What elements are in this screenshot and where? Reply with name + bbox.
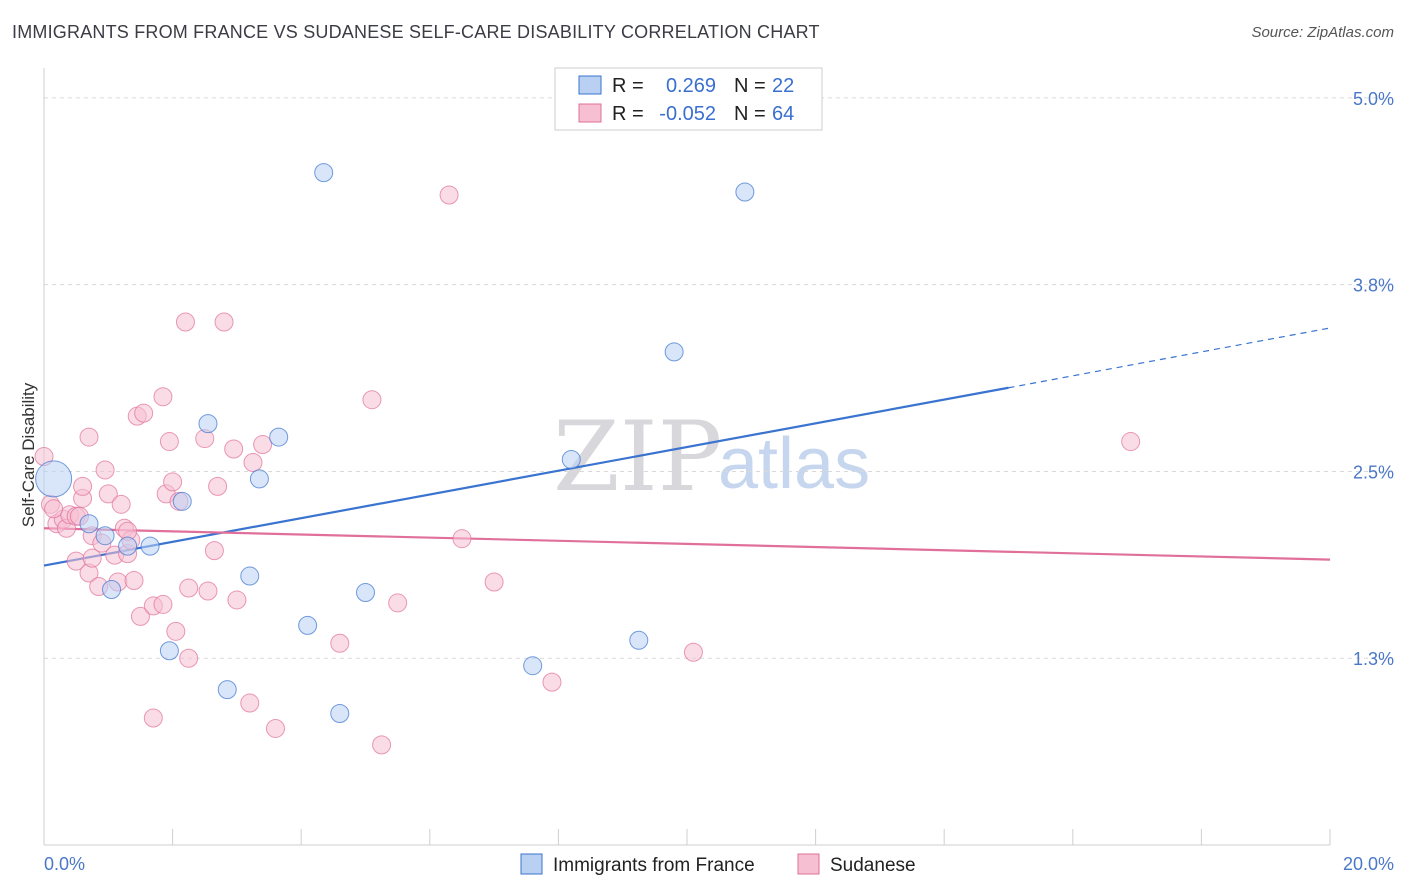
sudanese-point	[175, 312, 195, 332]
sudanese-point	[111, 494, 131, 514]
legend-r-value-blue: 0.269	[666, 75, 716, 97]
axes: 1.3% 2.5% 3.8% 5.0%	[43, 68, 1394, 846]
x-tick-label-min: 0.0%	[44, 854, 85, 874]
sudanese-point	[214, 312, 234, 332]
source-label: Source: ZipAtlas.com	[1251, 24, 1394, 41]
series-legend: Immigrants from France Sudanese	[520, 853, 916, 876]
sudanese-point	[153, 594, 173, 614]
france-point	[330, 704, 350, 724]
sudanese-point	[1121, 432, 1141, 452]
sudanese-point	[265, 718, 285, 738]
france-point	[140, 536, 160, 556]
sudanese-point	[362, 390, 382, 410]
sudanese-point	[208, 476, 228, 496]
france-point	[118, 536, 138, 556]
sudanese-point	[79, 427, 99, 447]
data-points	[34, 163, 1141, 755]
legend-swatch-pink	[578, 103, 602, 123]
legend-swatch-blue	[578, 75, 602, 95]
france-point	[356, 582, 375, 602]
france-point	[102, 579, 122, 599]
y-tick-label: 1.3%	[1353, 649, 1394, 669]
sudanese-point	[243, 452, 263, 472]
france-point	[159, 641, 179, 661]
chart-title: IMMIGRANTS FROM FRANCE VS SUDANESE SELF-…	[12, 22, 820, 42]
sudanese-point	[439, 185, 459, 205]
france-point	[735, 182, 755, 202]
sudanese-point	[163, 472, 183, 492]
sudanese-point	[73, 476, 93, 496]
legend-bottom-swatch-sudanese	[797, 853, 820, 875]
legend-r-label-pink: R =	[612, 103, 644, 125]
y-tick-label: 3.8%	[1353, 276, 1394, 296]
sudanese-point	[143, 708, 163, 728]
legend-bottom-swatch-france	[520, 853, 543, 875]
sudanese-point	[153, 387, 173, 407]
france-point	[561, 449, 581, 469]
y-axis-title: Self-Care Disability	[19, 382, 38, 527]
france-point	[198, 414, 218, 434]
france-point	[172, 491, 192, 511]
sudanese-point	[82, 548, 102, 568]
france-point	[35, 460, 73, 498]
legend-bottom-label-france: Immigrants from France	[553, 855, 755, 876]
stats-legend: R = 0.269 N = 22 R = -0.052 N = 64	[554, 67, 823, 131]
france-point	[217, 680, 237, 700]
sudanese-point	[166, 621, 186, 641]
y-tick-label: 2.5%	[1353, 462, 1394, 482]
legend-r-value-pink: -0.052	[659, 103, 716, 125]
x-tick-label-max: 20.0%	[1343, 854, 1394, 874]
sudanese-point	[683, 642, 703, 662]
legend-r-label-blue: R =	[612, 75, 644, 97]
france-point	[95, 526, 115, 546]
sudanese-point	[253, 435, 273, 455]
sudanese-point	[330, 633, 350, 653]
sudanese-point	[204, 541, 224, 561]
france-point	[523, 656, 543, 676]
sudanese-point	[484, 572, 504, 592]
france-point	[629, 630, 649, 650]
sudanese-point	[134, 403, 154, 423]
france-point	[314, 163, 334, 183]
france-point	[664, 342, 684, 362]
legend-n-label-blue: N =	[734, 75, 766, 97]
sudanese-point	[179, 648, 199, 668]
trend-lines	[43, 327, 1331, 567]
france-trend-line	[43, 386, 1009, 567]
legend-n-label-pink: N =	[734, 103, 766, 125]
sudanese-point	[224, 439, 244, 459]
sudanese-point	[95, 460, 115, 480]
sudanese-point	[542, 672, 562, 692]
france-trend-extension	[1008, 327, 1331, 389]
sudanese-trend-line	[43, 527, 1331, 561]
sudanese-point	[130, 606, 150, 626]
france-point	[249, 469, 269, 489]
sudanese-point	[227, 590, 247, 610]
france-point	[79, 514, 99, 534]
sudanese-point	[240, 693, 260, 713]
sudanese-point	[372, 735, 392, 755]
sudanese-point	[388, 593, 408, 613]
sudanese-point	[159, 432, 179, 452]
france-point	[240, 566, 260, 586]
sudanese-point	[98, 484, 118, 504]
legend-n-value-blue: 22	[772, 75, 794, 97]
sudanese-point	[44, 499, 64, 519]
france-point	[269, 427, 289, 447]
legend-bottom-label-sudanese: Sudanese	[830, 855, 916, 876]
sudanese-point	[452, 529, 472, 549]
y-tick-label: 5.0%	[1353, 89, 1394, 109]
legend-n-value-pink: 64	[772, 103, 794, 125]
sudanese-point	[179, 578, 199, 598]
france-point	[298, 615, 318, 635]
sudanese-point	[124, 571, 144, 591]
sudanese-point	[198, 581, 218, 601]
